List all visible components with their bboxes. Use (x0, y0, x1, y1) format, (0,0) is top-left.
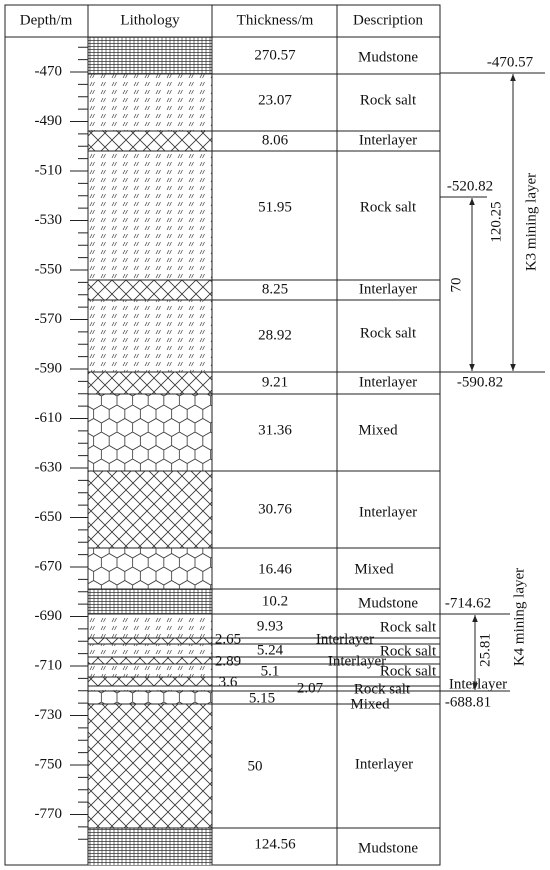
thickness: 30.76 (258, 501, 292, 517)
annotation: -688.81 (445, 694, 491, 710)
annotation: -470.57 (487, 54, 534, 70)
thickness: 9.93 (257, 618, 283, 634)
depth-label: -470 (35, 63, 63, 79)
lithology-layer (88, 704, 212, 828)
thickness: 50 (248, 758, 263, 774)
annotation: K3 mining layer (523, 173, 539, 271)
thickness: 28.92 (258, 327, 292, 343)
depth-label: -770 (35, 806, 63, 822)
lithology-layer (88, 589, 212, 614)
description: Rock salt (354, 681, 411, 697)
thickness: 5.1 (261, 663, 280, 679)
annotation: 70 (448, 278, 464, 293)
description: Rock salt (380, 643, 437, 659)
lithology-layer (88, 74, 212, 131)
annotation: 25.81 (477, 633, 493, 667)
description: Interlayer (316, 631, 374, 647)
annotation: -590.82 (457, 374, 503, 390)
lithology-layer (88, 657, 212, 664)
lithology-layer (88, 131, 212, 151)
thickness: 124.56 (254, 836, 296, 852)
lithology-layer (88, 614, 212, 638)
thickness: 2.65 (215, 631, 241, 647)
description: Mixed (358, 422, 398, 438)
depth-label: -710 (35, 657, 63, 673)
header-cell: Depth/m (20, 12, 73, 28)
depth-label: -730 (35, 707, 63, 723)
depth-label: -550 (35, 261, 63, 277)
depth-label: -570 (35, 311, 63, 327)
description: Mixed (354, 561, 394, 577)
description: Mudstone (358, 840, 418, 856)
lithology-layer (88, 664, 212, 677)
thickness: 2.89 (215, 653, 241, 669)
description: Rock salt (380, 663, 437, 679)
lithology-layer (88, 300, 212, 372)
thickness: 8.25 (262, 281, 288, 297)
lithology-layer (88, 686, 212, 691)
lithology-layer (88, 691, 212, 704)
description: Mudstone (358, 49, 418, 65)
annotation: -520.82 (447, 178, 493, 194)
description: Interlayer (449, 676, 507, 692)
thickness: 5.24 (257, 642, 284, 658)
description: Rock salt (360, 199, 417, 215)
thickness: 31.36 (258, 422, 292, 438)
header-cell: Lithology (120, 12, 180, 28)
outer-border (4, 4, 441, 866)
lithology-layer (88, 644, 212, 657)
description: Interlayer (328, 653, 386, 669)
thickness: 8.06 (262, 132, 289, 148)
thickness: 23.07 (258, 92, 292, 108)
thickness: 2.07 (297, 680, 324, 696)
depth-label: -590 (35, 360, 63, 376)
lithology-layer (88, 471, 212, 548)
depth-label: -650 (35, 509, 63, 525)
thickness: 16.46 (258, 561, 292, 577)
description: Rock salt (360, 325, 417, 341)
thickness: 270.57 (254, 47, 296, 63)
depth-label: -490 (35, 113, 63, 129)
annotation: 120.25 (488, 201, 504, 242)
description: Interlayer (359, 281, 417, 297)
thickness: 51.95 (258, 199, 292, 215)
annotation: K4 mining layer (511, 568, 527, 666)
depth-label: -610 (35, 410, 63, 426)
table-frame: Depth/m Lithology Thickness/m Descriptio… (4, 4, 441, 866)
depth-label: -690 (35, 608, 63, 624)
lithology-layer (88, 280, 212, 300)
depth-label: -630 (35, 459, 63, 475)
description: Interlayer (359, 132, 417, 148)
lithology-layer (88, 151, 212, 280)
lithology-layer (88, 372, 212, 394)
lithology-layer (88, 37, 212, 74)
depth-label: -530 (35, 212, 63, 228)
thickness: 10.2 (262, 593, 288, 609)
description: Mudstone (358, 595, 418, 611)
description: Interlayer (359, 374, 417, 390)
depth-label: -750 (35, 756, 63, 772)
annotation: -714.62 (445, 595, 491, 611)
lithology-layer (88, 677, 212, 686)
description: Rock salt (360, 92, 417, 108)
lithology-layer (88, 548, 212, 589)
lithology-layer (88, 394, 212, 471)
description: Interlayer (359, 504, 417, 520)
description: Interlayer (355, 756, 413, 772)
header-cell: Description (353, 12, 423, 28)
thickness: 3.6 (219, 674, 238, 690)
lithology-layer (88, 828, 212, 865)
lithology-layer (88, 638, 212, 644)
depth-label: -510 (35, 162, 63, 178)
thickness: 9.21 (262, 374, 288, 390)
depth-label: -670 (35, 558, 63, 574)
thickness: 5.15 (249, 690, 275, 706)
description: Rock salt (380, 619, 437, 635)
header-cell: Thickness/m (237, 12, 314, 28)
